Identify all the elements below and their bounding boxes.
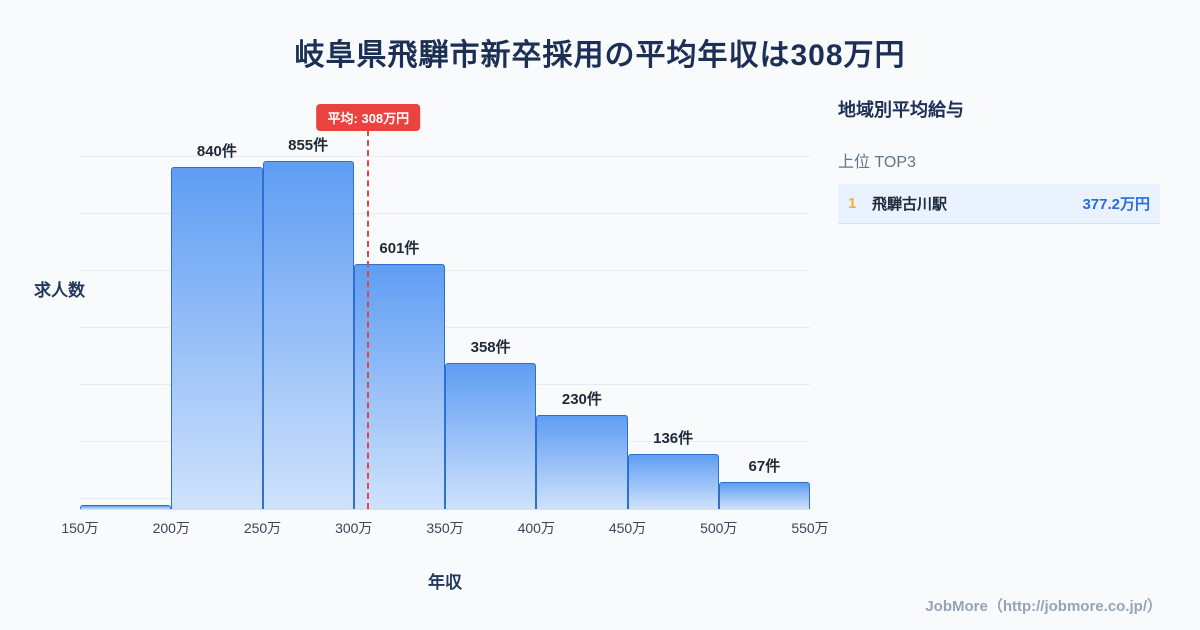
sidebar-region-ranking: 地域別平均給与 上位 TOP3 1 飛騨古川駅 377.2万円 [838, 96, 1160, 224]
histogram-bar [536, 415, 628, 509]
plot-bars: 840件 855件 601件 358件 230件 136件 67件 [80, 100, 810, 509]
histogram-bar [80, 505, 172, 509]
histogram-bar [262, 161, 354, 509]
x-tick-label: 450万 [608, 520, 647, 536]
x-tick-label: 400万 [517, 520, 555, 536]
rank-list: 1 飛騨古川駅 377.2万円 [838, 184, 1160, 224]
rank-station-name: 飛騨古川駅 [872, 196, 948, 213]
bar-count-label: 601件 [379, 240, 420, 257]
histogram-bar [627, 454, 719, 509]
bar-count-label: 136件 [653, 430, 694, 447]
bar-cell: 230件 [536, 100, 628, 509]
average-line [367, 130, 370, 509]
rank-salary-value: 377.2万円 [1082, 196, 1150, 213]
chart-plot-area: 840件 855件 601件 358件 230件 136件 67件 平均: 308万円 [80, 100, 810, 510]
bar-cell: 136件 [627, 100, 719, 509]
sidebar-title: 地域別平均給与 [838, 100, 964, 120]
credit-text: JobMore（http://jobmore.co.jp/） [925, 598, 1162, 615]
bar-count-label: 67件 [748, 458, 781, 475]
x-axis-label: 年収 [428, 573, 462, 592]
x-tick-label: 200万 [152, 520, 190, 536]
sidebar-subtitle: 上位 TOP3 [838, 154, 916, 171]
bar-count-label: 840件 [196, 143, 237, 160]
average-badge: 平均: 308万円 [316, 104, 421, 131]
x-tick-label: 350万 [426, 520, 464, 536]
bar-cell: 358件 [445, 100, 537, 509]
bar-count-label: 358件 [470, 339, 511, 356]
bar-cell: 840件 [171, 100, 263, 509]
bar-cell: 67件 [718, 100, 810, 509]
x-tick-label: 150万 [61, 520, 99, 536]
x-axis: 150万 200万 250万 300万 350万 400万 450万 500万 550万 [61, 518, 828, 538]
x-tick-label: 550万 [791, 520, 829, 536]
histogram-bar [171, 167, 263, 509]
x-tick-label: 500万 [700, 520, 738, 536]
histogram-bar [718, 482, 810, 509]
rank-row: 1 飛騨古川駅 377.2万円 [838, 184, 1160, 224]
rank-number: 1 [848, 195, 857, 212]
bar-count-label: 855件 [288, 137, 329, 154]
x-tick-label: 250万 [243, 520, 282, 536]
y-axis-label: 求人数 [34, 281, 85, 300]
page-title: 岐阜県飛騨市新卒採用の平均年収は308万円 [294, 39, 906, 72]
bar-cell: 855件 [262, 100, 354, 509]
x-tick-label: 300万 [335, 520, 373, 536]
bar-cell [80, 100, 172, 509]
histogram-bar [445, 363, 537, 509]
bar-count-label: 230件 [561, 391, 602, 408]
